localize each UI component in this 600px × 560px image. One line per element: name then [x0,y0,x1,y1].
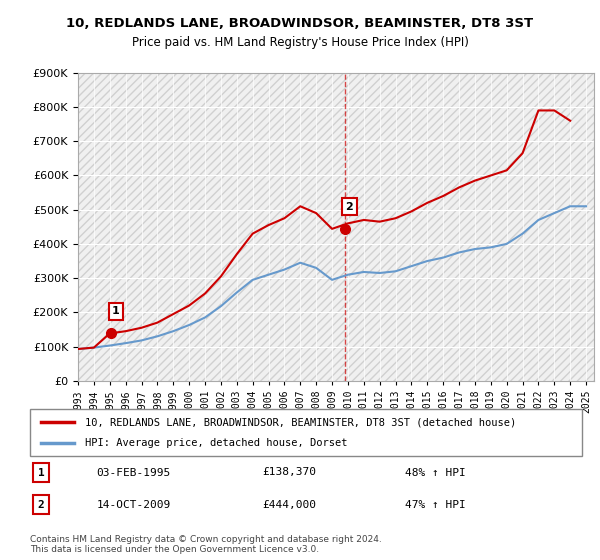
Text: 2: 2 [38,500,44,510]
Text: 2: 2 [346,202,353,212]
Text: Contains HM Land Registry data © Crown copyright and database right 2024.
This d: Contains HM Land Registry data © Crown c… [30,535,382,554]
Text: 1: 1 [38,468,44,478]
Text: 47% ↑ HPI: 47% ↑ HPI [406,500,466,510]
Text: 48% ↑ HPI: 48% ↑ HPI [406,468,466,478]
Text: 14-OCT-2009: 14-OCT-2009 [96,500,170,510]
Text: £444,000: £444,000 [262,500,316,510]
Text: 10, REDLANDS LANE, BROADWINDSOR, BEAMINSTER, DT8 3ST (detached house): 10, REDLANDS LANE, BROADWINDSOR, BEAMINS… [85,417,517,427]
Text: 1: 1 [112,306,120,316]
FancyBboxPatch shape [30,409,582,456]
Text: 10, REDLANDS LANE, BROADWINDSOR, BEAMINSTER, DT8 3ST: 10, REDLANDS LANE, BROADWINDSOR, BEAMINS… [67,17,533,30]
Text: HPI: Average price, detached house, Dorset: HPI: Average price, detached house, Dors… [85,438,348,448]
Text: 03-FEB-1995: 03-FEB-1995 [96,468,170,478]
Text: Price paid vs. HM Land Registry's House Price Index (HPI): Price paid vs. HM Land Registry's House … [131,36,469,49]
Text: £138,370: £138,370 [262,468,316,478]
